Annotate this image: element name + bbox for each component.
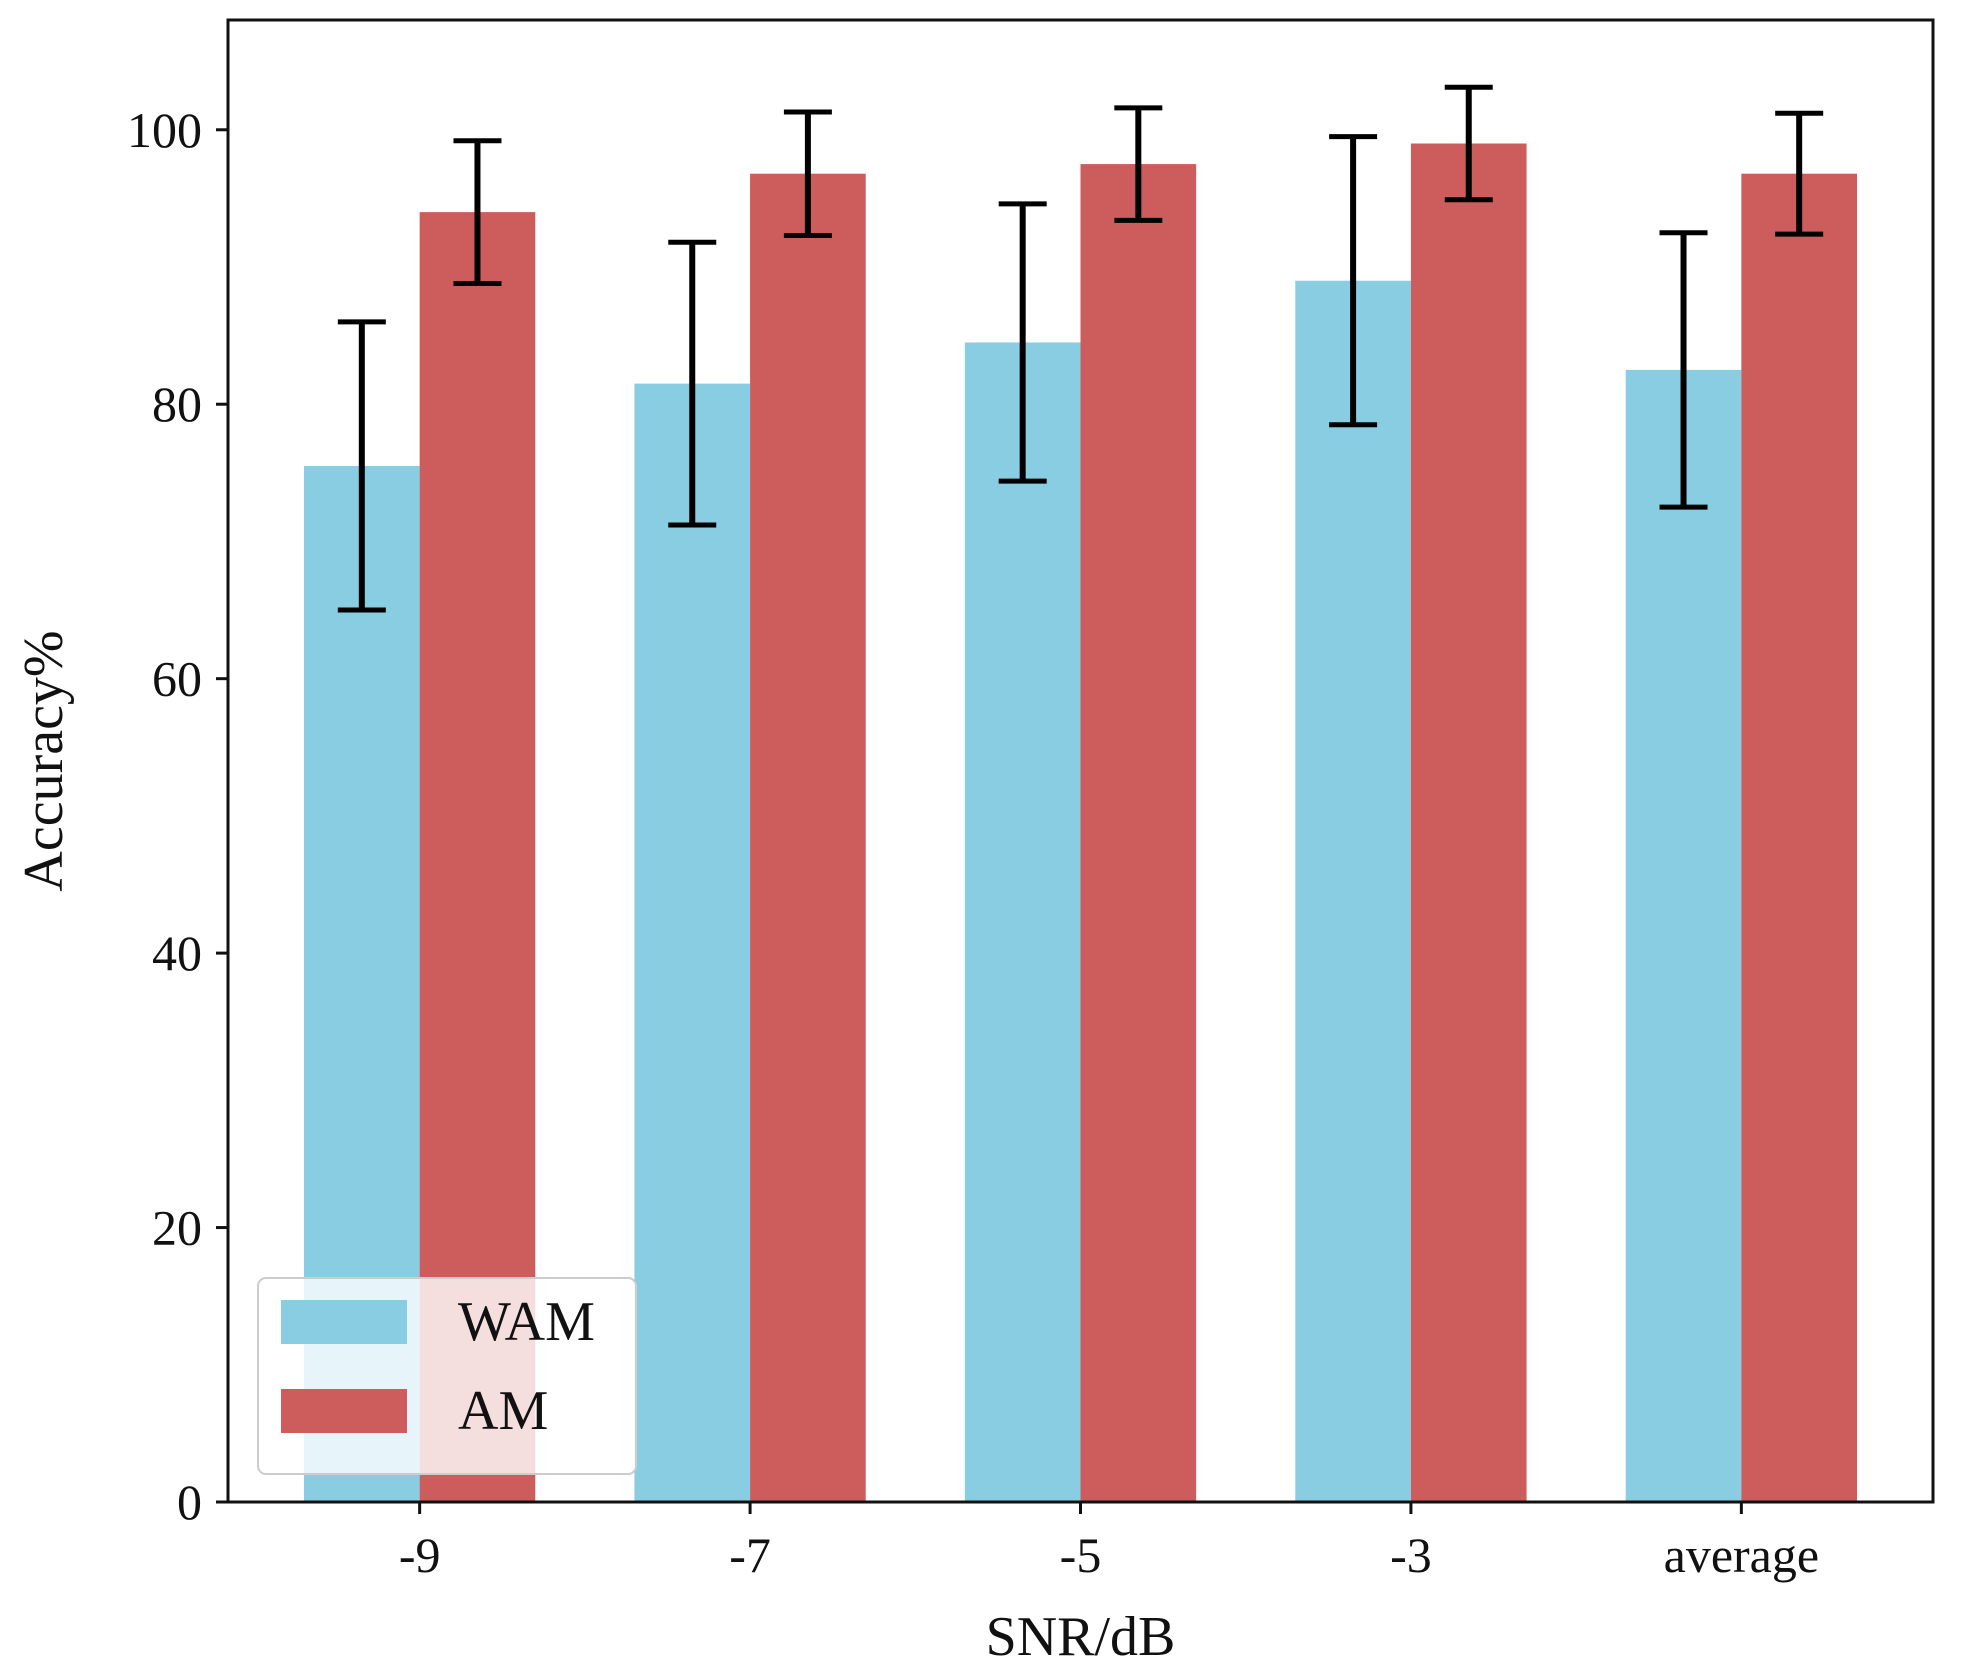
error-bar-wam-0 [337,319,386,613]
bar-am-3 [1410,143,1527,1502]
legend-swatch-am [281,1389,407,1433]
y-axis: 0 20 40 60 80 100 [127,102,228,1530]
error-bar-wam-2 [998,201,1047,484]
bar-am-1 [750,173,866,1503]
x-axis-title: SNR/dB [986,1606,1176,1668]
legend-label-am: AM [458,1380,548,1442]
error-bar-wam-3 [1329,134,1378,428]
legend-swatch-wam [281,1300,407,1344]
bar-am-2 [1080,164,1197,1502]
x-tick-label: -9 [399,1527,441,1583]
x-tick-label: average [1664,1527,1819,1583]
error-bar-wam-4 [1659,230,1708,510]
y-axis-title: Accuracy% [13,630,75,891]
bar-wam-2 [964,342,1081,1503]
y-tick-label: 80 [152,376,202,432]
legend: WAM AM [257,1277,637,1475]
legend-label-wam: WAM [458,1291,595,1353]
error-bar-am-0 [453,138,502,286]
bar-am-4 [1741,173,1858,1503]
bars-layer [303,143,1858,1503]
y-tick-label: 40 [152,925,202,981]
error-bar-am-2 [1114,105,1163,223]
error-bar-am-4 [1775,110,1824,237]
error-bars-layer [337,84,1824,613]
x-tick-label: -3 [1390,1527,1432,1583]
bar-wam-1 [634,383,751,1502]
x-tick-label: -7 [729,1527,771,1583]
x-tick-label: -5 [1060,1527,1102,1583]
bar-wam-4 [1625,369,1742,1503]
x-axis: -9 -7 -5 -3 average [399,1502,1819,1583]
error-bar-am-1 [783,109,832,238]
y-tick-label: 0 [177,1474,202,1530]
bar-wam-3 [1295,280,1411,1503]
y-tick-label: 100 [127,102,202,158]
error-bar-am-3 [1444,84,1493,203]
y-tick-label: 60 [152,651,202,707]
error-bar-wam-1 [668,239,717,528]
y-tick-label: 20 [152,1200,202,1256]
